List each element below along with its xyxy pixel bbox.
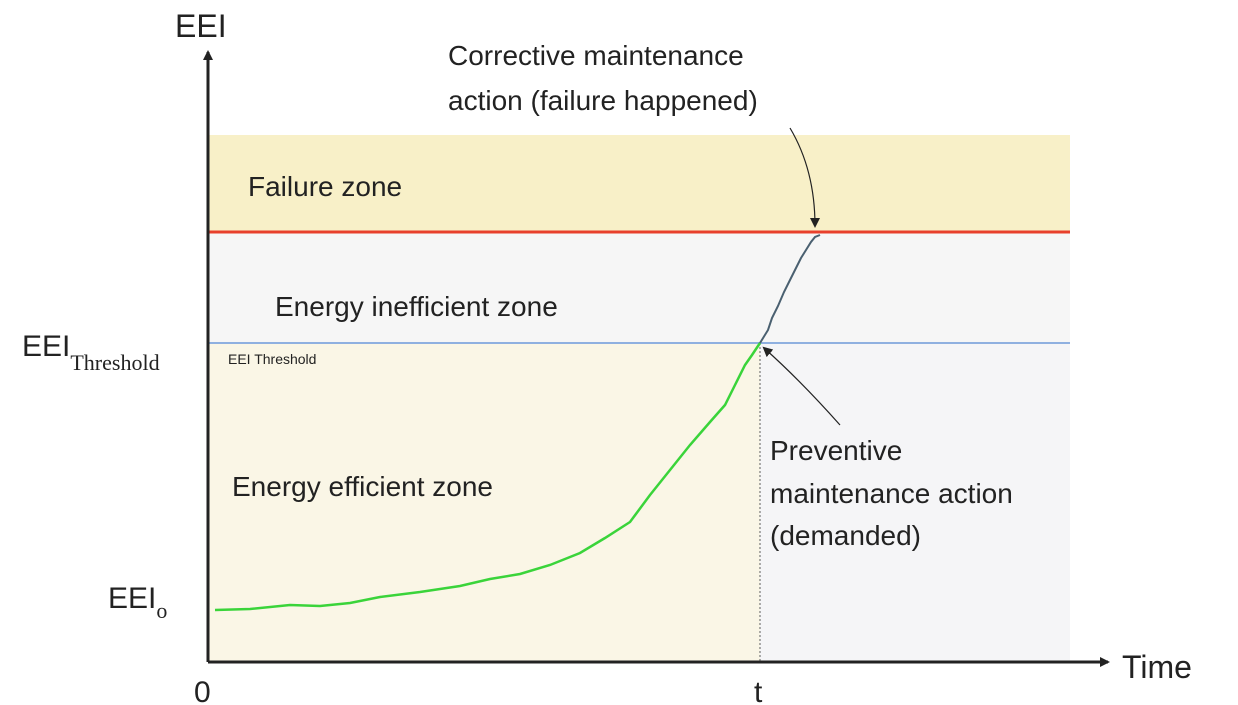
initial-main: EEI: [108, 582, 156, 615]
initial-label: EEIo: [108, 582, 167, 623]
failure-zone: [208, 135, 1070, 232]
t-label: t: [754, 676, 763, 705]
efficient-zone: [208, 343, 760, 662]
y-axis-label: EEI: [175, 8, 227, 44]
threshold-line-label: EEI Threshold: [228, 351, 316, 367]
corrective-note: Corrective maintenance: [448, 40, 744, 71]
post-zone: [760, 343, 1070, 662]
preventive-note: maintenance action: [770, 478, 1013, 509]
failure-zone-label: Failure zone: [248, 171, 402, 202]
inefficient-zone: [208, 232, 1070, 343]
preventive-arrow: [762, 346, 841, 426]
threshold-label: EEIThreshold: [22, 330, 160, 375]
preventive-note: (demanded): [770, 520, 921, 551]
inefficient-zone-label: Energy inefficient zone: [275, 291, 558, 322]
threshold-main: EEI: [22, 330, 70, 363]
origin-label: 0: [194, 676, 211, 705]
corrective-arrow: [789, 127, 820, 228]
preventive-note: Preventive: [770, 435, 902, 466]
corrective-note: action (failure happened): [448, 85, 758, 116]
eei-curve: [214, 342, 762, 612]
efficient-zone-label: Energy efficient zone: [232, 471, 493, 502]
x-axis-label: Time: [1122, 649, 1192, 685]
initial-sub: o: [156, 598, 167, 623]
failure-curve: [759, 234, 821, 344]
threshold-sub: Threshold: [70, 350, 159, 375]
